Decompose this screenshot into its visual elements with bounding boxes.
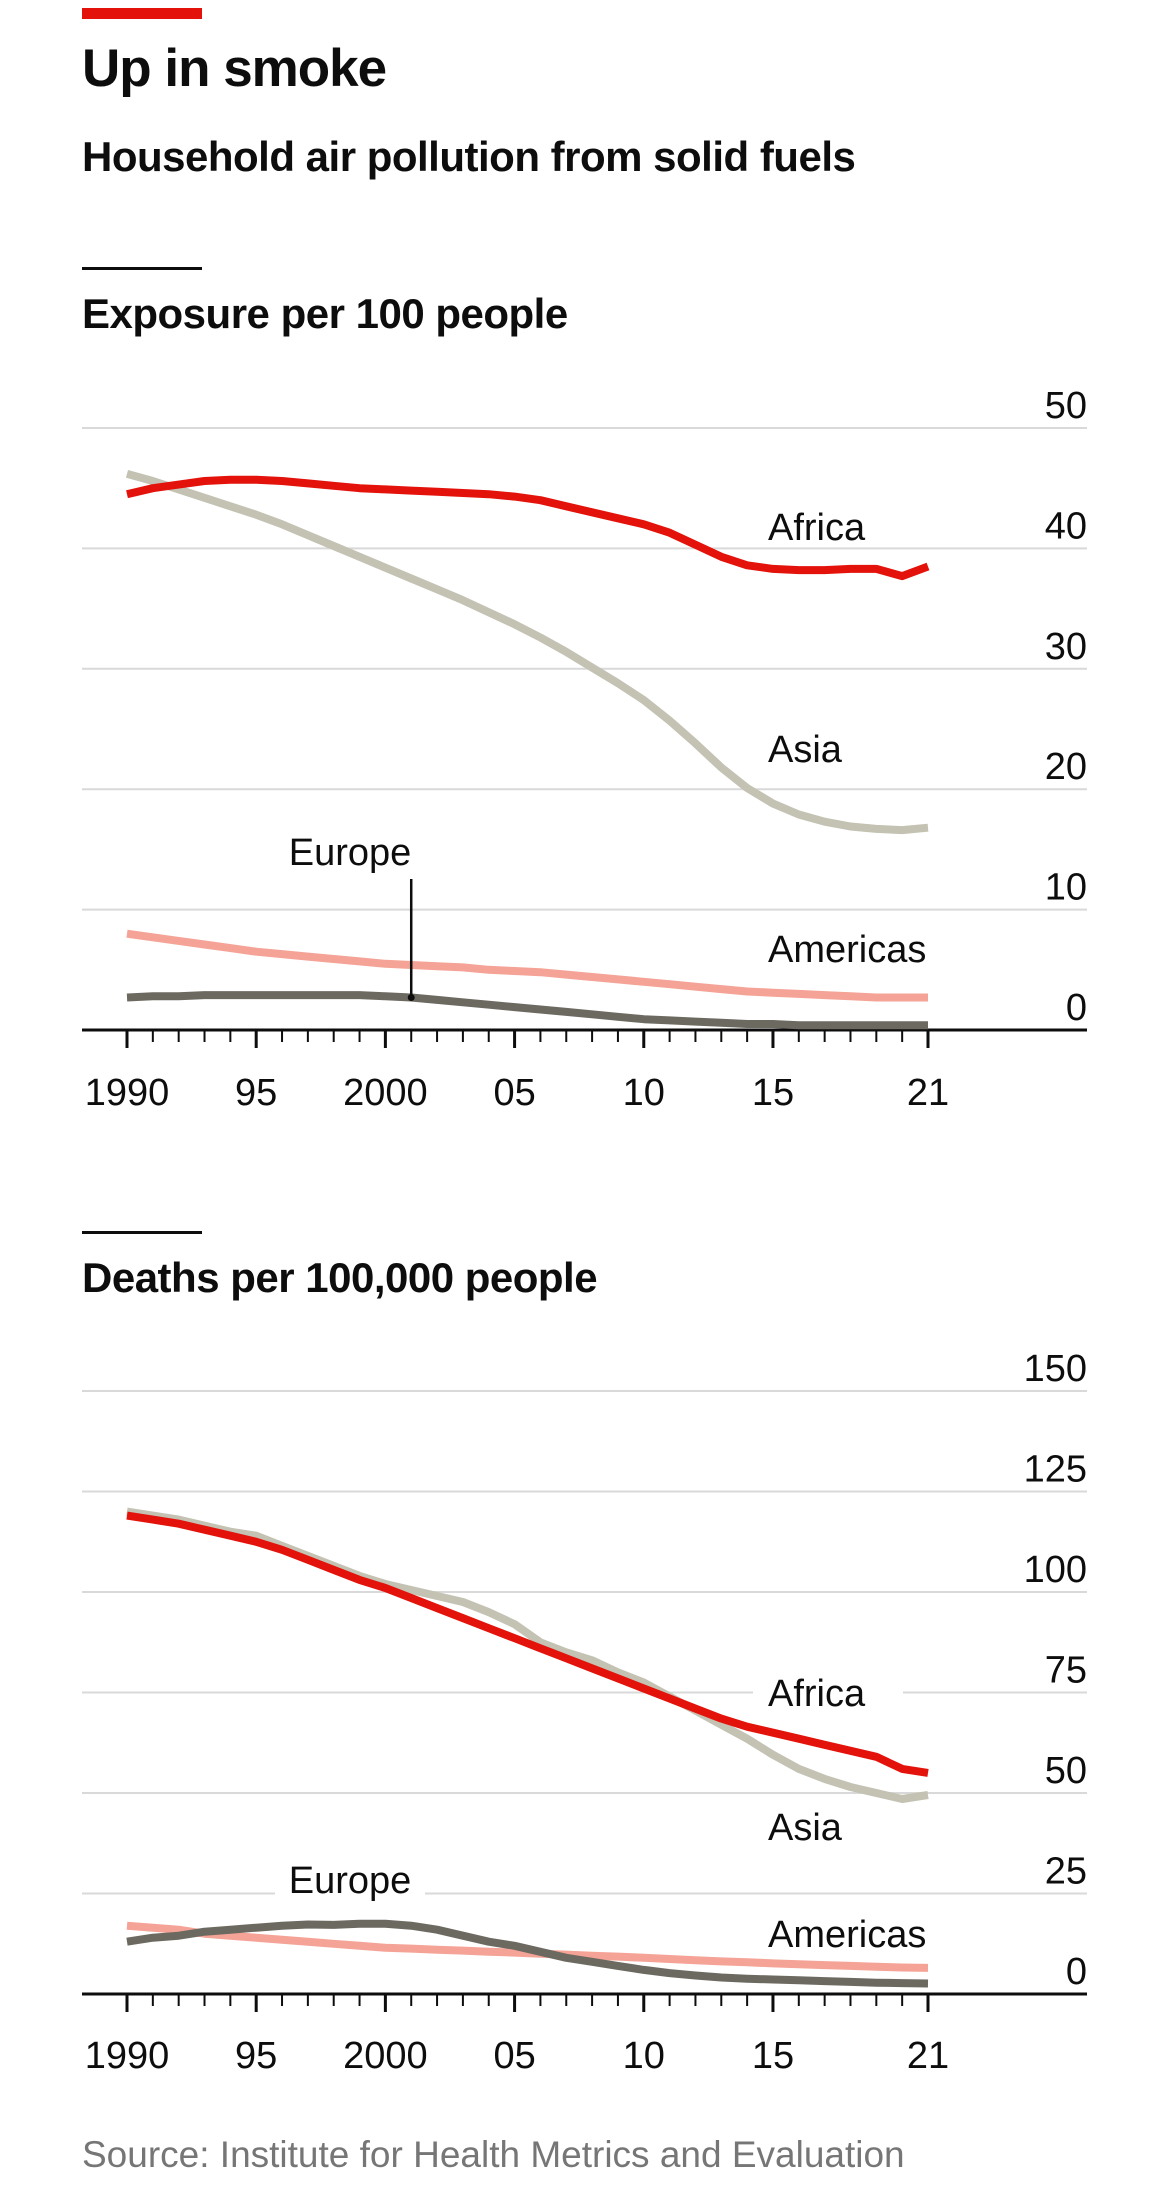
source-note: Source: Institute for Health Metrics and…: [82, 2134, 905, 2175]
x-tick-label: 10: [623, 2035, 665, 2077]
x-tick-label: 2000: [343, 1072, 428, 1114]
y-tick-label: 10: [1045, 867, 1087, 909]
x-tick-label: 15: [752, 2035, 794, 2077]
europe-pointer-dot: [407, 993, 415, 1001]
x-tick-label: 21: [907, 1072, 949, 1114]
x-tick-label: 2000: [343, 2035, 428, 2077]
series-line-americas: [126, 1921, 929, 1972]
y-tick-label: 50: [1045, 385, 1087, 427]
y-tick-label: 30: [1045, 626, 1087, 668]
y-tick-label: 40: [1045, 505, 1087, 547]
chart-title: Up in smoke: [82, 39, 387, 98]
y-tick-label: 50: [1045, 1750, 1087, 1792]
series-line-americas: [126, 929, 928, 1002]
y-tick-label: 0: [1066, 987, 1087, 1029]
series-label-europe: Europe: [289, 832, 412, 874]
series-line-africa: [126, 1511, 929, 1777]
y-tick-label: 100: [1024, 1549, 1087, 1591]
series-line-asia: [126, 1507, 929, 1803]
x-tick-label: 21: [907, 2035, 949, 2077]
y-tick-label: 20: [1045, 746, 1087, 788]
y-tick-label: 125: [1024, 1449, 1087, 1491]
x-tick-label: 05: [493, 1072, 535, 1114]
exposure-chart: 0 10 20 30 40 50 1990 95 2000 05 10 15 21 Africa Asia E…: [82, 385, 1087, 1114]
x-tick-label: 1990: [85, 1072, 170, 1114]
x-tick-label: 95: [235, 2035, 277, 2077]
panel-2-title: Deaths per 100,000 people: [82, 1254, 598, 1301]
label-background: [753, 1670, 903, 1716]
x-tick-label: 1990: [85, 2035, 170, 2077]
label-background: [275, 1857, 425, 1903]
series-label-asia: Asia: [768, 1807, 843, 1849]
chart-subtitle: Household air pollution from solid fuels: [82, 133, 856, 180]
series-label-americas: Americas: [768, 929, 926, 971]
panel-1-title: Exposure per 100 people: [82, 290, 568, 337]
brand-accent-bar: [82, 8, 202, 19]
y-tick-label: 75: [1045, 1650, 1087, 1692]
series-label-asia: Asia: [768, 729, 843, 771]
y-tick-label: 0: [1066, 1951, 1087, 1993]
y-tick-label: 150: [1024, 1348, 1087, 1390]
series-label-africa: Africa: [768, 507, 866, 549]
x-tick-label: 15: [752, 1072, 794, 1114]
x-tick-label: 95: [235, 1072, 277, 1114]
x-tick-label: 05: [493, 2035, 535, 2077]
panel-2-rule: [82, 1231, 202, 1234]
series-line-europe: [126, 991, 928, 1030]
series-label-europe: Europe: [289, 1860, 412, 1902]
y-tick-label: 25: [1045, 1851, 1087, 1893]
series-label-americas: Americas: [768, 1914, 926, 1956]
x-tick-label: 10: [623, 1072, 665, 1114]
panel-1-rule: [82, 267, 202, 270]
series-label-africa: Africa: [768, 1673, 866, 1715]
series-line-africa: [126, 475, 930, 581]
series-line-asia: [125, 469, 929, 835]
series-line-europe: [126, 1919, 929, 1988]
